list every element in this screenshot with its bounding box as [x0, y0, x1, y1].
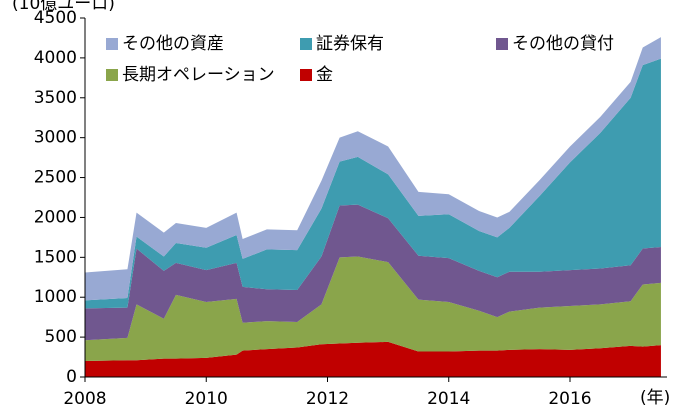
x-tick-label: 2008: [63, 389, 106, 409]
y-tick-label: 2500: [34, 168, 77, 188]
y-tick-label: 3500: [34, 88, 77, 108]
legend-swatch: [496, 38, 508, 50]
x-tick-label: 2012: [306, 389, 349, 409]
x-tick-label: 2014: [427, 389, 470, 409]
y-tick-label: 500: [45, 327, 77, 347]
legend-swatch: [106, 69, 118, 81]
x-tick-label: 2010: [185, 389, 228, 409]
y-tick-label: 2000: [34, 207, 77, 227]
y-tick-label: 0: [66, 367, 77, 387]
area: [85, 341, 661, 377]
y-tick-label: 4500: [34, 8, 77, 28]
area: [85, 204, 661, 341]
legend-label: 証券保有: [316, 34, 384, 54]
legend-swatch: [300, 69, 312, 81]
legend-swatch: [106, 38, 118, 50]
area: [85, 256, 661, 362]
x-axis-label: (年): [640, 388, 670, 408]
x-tick-label: 2016: [548, 389, 591, 409]
legend-label: 長期オペレーション: [122, 65, 275, 85]
y-tick-label: 1500: [34, 247, 77, 267]
area: [85, 58, 661, 309]
y-tick-label: 4000: [34, 48, 77, 68]
legend-label: その他の資産: [122, 34, 224, 54]
legend-swatch: [300, 38, 312, 50]
legend-label: 金: [316, 65, 333, 85]
y-tick-label: 3000: [34, 128, 77, 148]
y-axis-label: (10億ユーロ): [12, 0, 115, 14]
area: [85, 37, 661, 301]
legend-label: その他の貸付: [512, 34, 614, 54]
y-tick-label: 1000: [34, 287, 77, 307]
